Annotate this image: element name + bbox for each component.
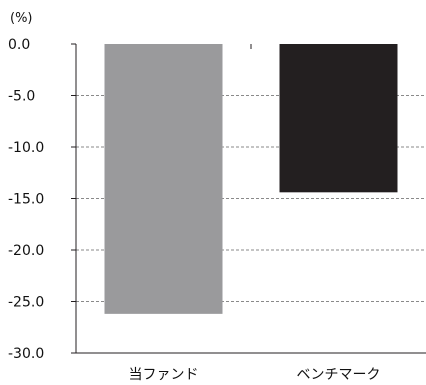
bar-benchmark [279,44,398,193]
y-tick-label: -20.0 [8,243,44,259]
y-tick-label: -10.0 [8,140,44,156]
y-tick-label: -25.0 [8,295,44,311]
y-tick-label: -5.0 [8,89,35,105]
y-tick-label: -15.0 [8,192,44,208]
x-category-label: 当ファンド [129,367,199,383]
y-tick-label: 0.0 [8,37,30,53]
bar-fund [104,44,223,314]
y-unit-label: (%) [10,11,33,26]
bars [104,44,398,314]
y-tick-labels: 0.0 -5.0 -10.0 -15.0 -20.0 -25.0 -30.0 [8,37,76,362]
y-tick-label: -30.0 [8,346,44,362]
x-tick-labels: 当ファンド ベンチマーク [129,367,381,383]
x-category-label: ベンチマーク [297,367,381,383]
